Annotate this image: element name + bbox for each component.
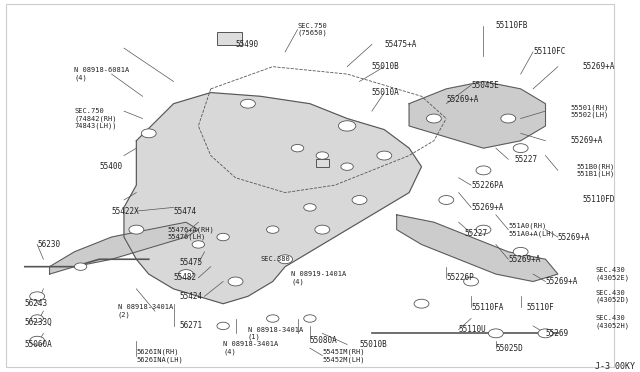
Circle shape: [241, 99, 255, 108]
Text: 55227: 55227: [515, 155, 538, 164]
Circle shape: [463, 277, 479, 286]
Circle shape: [291, 144, 304, 152]
Circle shape: [476, 225, 491, 234]
Text: 55475+A: 55475+A: [384, 40, 417, 49]
Circle shape: [228, 277, 243, 286]
Circle shape: [29, 336, 45, 345]
Text: 5545IM(RH)
55452M(LH): 5545IM(RH) 55452M(LH): [323, 349, 365, 363]
Text: 55482: 55482: [173, 273, 196, 282]
Circle shape: [266, 226, 279, 233]
Text: SEC.750
(74842(RH)
74843(LH)): SEC.750 (74842(RH) 74843(LH)): [74, 108, 117, 129]
Circle shape: [192, 241, 205, 248]
Text: 55269+A: 55269+A: [570, 136, 603, 145]
Text: 55010B: 55010B: [360, 340, 387, 349]
Text: N 08918-3401A
(4): N 08918-3401A (4): [223, 341, 278, 355]
Text: 55080A: 55080A: [310, 336, 338, 345]
Text: 55422X: 55422X: [111, 206, 140, 216]
Circle shape: [31, 315, 44, 322]
Circle shape: [488, 329, 503, 338]
Text: 55110FB: 55110FB: [496, 22, 528, 31]
Text: 55501(RH)
55502(LH): 55501(RH) 55502(LH): [570, 104, 609, 118]
Text: 55269+A: 55269+A: [508, 255, 541, 264]
Circle shape: [141, 129, 156, 138]
Circle shape: [217, 322, 229, 330]
Text: 55110U: 55110U: [459, 325, 486, 334]
Circle shape: [316, 152, 328, 159]
Bar: [217, 32, 242, 45]
Circle shape: [377, 151, 392, 160]
Circle shape: [339, 121, 356, 131]
Text: SEC.430
(43052D): SEC.430 (43052D): [595, 289, 629, 303]
Circle shape: [352, 196, 367, 205]
Text: 55110F: 55110F: [527, 303, 555, 312]
Polygon shape: [124, 93, 422, 304]
Text: 55010B: 55010B: [372, 62, 399, 71]
Text: 55490: 55490: [236, 40, 259, 49]
Polygon shape: [397, 215, 558, 282]
Circle shape: [74, 263, 87, 270]
Text: SEC.430
(43052E): SEC.430 (43052E): [595, 267, 629, 281]
Text: SEC.750
(75650): SEC.750 (75650): [298, 23, 327, 36]
Circle shape: [341, 163, 353, 170]
Circle shape: [315, 225, 330, 234]
Text: 56233Q: 56233Q: [25, 318, 52, 327]
Circle shape: [266, 315, 279, 322]
Circle shape: [179, 270, 193, 279]
Text: 55227: 55227: [465, 229, 488, 238]
Text: N 08918-3401A
(1): N 08918-3401A (1): [248, 327, 303, 340]
Circle shape: [501, 114, 516, 123]
Text: 5626IN(RH)
5626INA(LH): 5626IN(RH) 5626INA(LH): [136, 349, 183, 363]
Circle shape: [476, 166, 491, 175]
Text: 55110FD: 55110FD: [582, 196, 615, 205]
Text: 55400: 55400: [99, 162, 122, 171]
Text: 55269+A: 55269+A: [558, 232, 590, 241]
Text: 55226PA: 55226PA: [471, 181, 504, 190]
Text: 55110FA: 55110FA: [471, 303, 504, 312]
Text: 55010A: 55010A: [372, 88, 399, 97]
Text: 55269+A: 55269+A: [545, 277, 578, 286]
Text: 56243: 56243: [25, 299, 48, 308]
Text: 55110FC: 55110FC: [533, 47, 565, 56]
Text: 55474: 55474: [173, 206, 196, 216]
Text: 55226P: 55226P: [446, 273, 474, 282]
Circle shape: [513, 247, 528, 256]
Text: N 08918-6081A
(4): N 08918-6081A (4): [74, 67, 130, 81]
Text: 56271: 56271: [180, 321, 203, 330]
Circle shape: [217, 233, 229, 241]
Text: 551A0(RH)
551A0+A(LH): 551A0(RH) 551A0+A(LH): [508, 222, 555, 237]
Text: SEC.430
(43052H): SEC.430 (43052H): [595, 315, 629, 329]
Circle shape: [513, 144, 528, 153]
Polygon shape: [49, 222, 198, 274]
Circle shape: [304, 204, 316, 211]
Text: 55045E: 55045E: [471, 81, 499, 90]
Circle shape: [426, 114, 442, 123]
Circle shape: [278, 255, 292, 264]
Text: 55025D: 55025D: [496, 344, 524, 353]
Text: 55269: 55269: [545, 329, 568, 338]
Text: J-3 00KY: J-3 00KY: [595, 362, 635, 371]
Text: 56230: 56230: [37, 240, 60, 249]
Text: N 08919-1401A
(4): N 08919-1401A (4): [291, 271, 347, 285]
Circle shape: [304, 315, 316, 322]
Circle shape: [538, 329, 553, 338]
Circle shape: [439, 196, 454, 205]
Text: 55424: 55424: [180, 292, 203, 301]
Circle shape: [29, 292, 45, 301]
Text: 55060A: 55060A: [25, 340, 52, 349]
Circle shape: [129, 225, 144, 234]
Text: 55269+A: 55269+A: [446, 96, 479, 105]
Circle shape: [414, 299, 429, 308]
Text: 551B0(RH)
551B1(LH): 551B0(RH) 551B1(LH): [577, 163, 614, 177]
Text: SEC.380: SEC.380: [260, 256, 290, 262]
Bar: [316, 159, 328, 167]
Text: 55475: 55475: [180, 259, 203, 267]
Text: N 08918-3401A
(2): N 08918-3401A (2): [118, 304, 173, 318]
Text: 55476+A(RH)
55476(LH): 55476+A(RH) 55476(LH): [167, 226, 214, 240]
Polygon shape: [409, 81, 545, 148]
Text: 55269+A: 55269+A: [582, 62, 615, 71]
Text: 55269+A: 55269+A: [471, 203, 504, 212]
